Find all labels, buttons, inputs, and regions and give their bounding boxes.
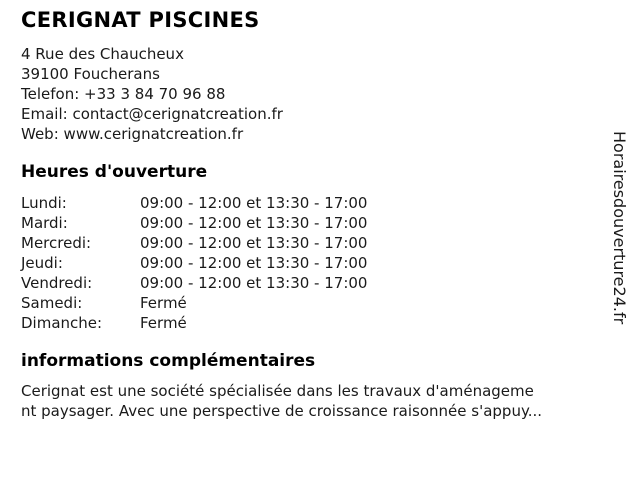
web-value: www.cerignatcreation.fr bbox=[63, 125, 244, 143]
phone-label: Telefon: bbox=[21, 85, 80, 103]
hours-row-friday: Vendredi: 09:00 - 12:00 et 13:30 - 17:00 bbox=[21, 273, 367, 293]
web-line: Web: www.cerignatcreation.fr bbox=[21, 124, 283, 144]
hours-day-label: Mardi: bbox=[21, 214, 68, 232]
hours-row-saturday: Samedi: Fermé bbox=[21, 293, 367, 313]
page-title: CERIGNAT PISCINES bbox=[21, 8, 260, 32]
hours-time-value: 09:00 - 12:00 et 13:30 - 17:00 bbox=[140, 194, 368, 212]
hours-day-label: Jeudi: bbox=[21, 254, 63, 272]
hours-day-label: Vendredi: bbox=[21, 274, 93, 292]
email-line: Email: contact@cerignatcreation.fr bbox=[21, 104, 283, 124]
hours-row-wednesday: Mercredi: 09:00 - 12:00 et 13:30 - 17:00 bbox=[21, 233, 367, 253]
phone-line: Telefon: +33 3 84 70 96 88 bbox=[21, 84, 283, 104]
hours-time-value: Fermé bbox=[140, 314, 187, 332]
address-line-1: 4 Rue des Chaucheux bbox=[21, 45, 184, 63]
hours-time-value: 09:00 - 12:00 et 13:30 - 17:00 bbox=[140, 274, 368, 292]
hours-day-label: Samedi: bbox=[21, 294, 83, 312]
hours-day-label: Dimanche: bbox=[21, 314, 103, 332]
hours-row-tuesday: Mardi: 09:00 - 12:00 et 13:30 - 17:00 bbox=[21, 213, 367, 233]
hours-section-title: Heures d'ouverture bbox=[21, 162, 208, 182]
hours-time-value: 09:00 - 12:00 et 13:30 - 17:00 bbox=[140, 234, 368, 252]
web-label: Web: bbox=[21, 125, 59, 143]
hours-day-label: Mercredi: bbox=[21, 234, 92, 252]
contact-info: 4 Rue des Chaucheux 39100 Foucherans Tel… bbox=[21, 44, 283, 144]
hours-time-value: Fermé bbox=[140, 294, 187, 312]
hours-row-thursday: Jeudi: 09:00 - 12:00 et 13:30 - 17:00 bbox=[21, 253, 367, 273]
phone-value: +33 3 84 70 96 88 bbox=[84, 85, 226, 103]
hours-row-sunday: Dimanche: Fermé bbox=[21, 313, 367, 333]
hours-day-label: Lundi: bbox=[21, 194, 67, 212]
hours-table: Lundi: 09:00 - 12:00 et 13:30 - 17:00 Ma… bbox=[21, 193, 367, 333]
hours-time-value: 09:00 - 12:00 et 13:30 - 17:00 bbox=[140, 214, 368, 232]
hours-time-value: 09:00 - 12:00 et 13:30 - 17:00 bbox=[140, 254, 368, 272]
email-value: contact@cerignatcreation.fr bbox=[72, 105, 283, 123]
info-line-2: nt paysager. Avec une perspective de cro… bbox=[21, 402, 542, 420]
address-line-2: 39100 Foucherans bbox=[21, 65, 160, 83]
email-label: Email: bbox=[21, 105, 68, 123]
info-line-1: Cerignat est une société spécialisée dan… bbox=[21, 382, 534, 400]
site-watermark: Horairesdouverture24.fr bbox=[610, 131, 629, 325]
hours-row-monday: Lundi: 09:00 - 12:00 et 13:30 - 17:00 bbox=[21, 193, 367, 213]
info-section-title: informations complémentaires bbox=[21, 351, 316, 371]
info-paragraph: Cerignat est une société spécialisée dan… bbox=[21, 381, 542, 421]
